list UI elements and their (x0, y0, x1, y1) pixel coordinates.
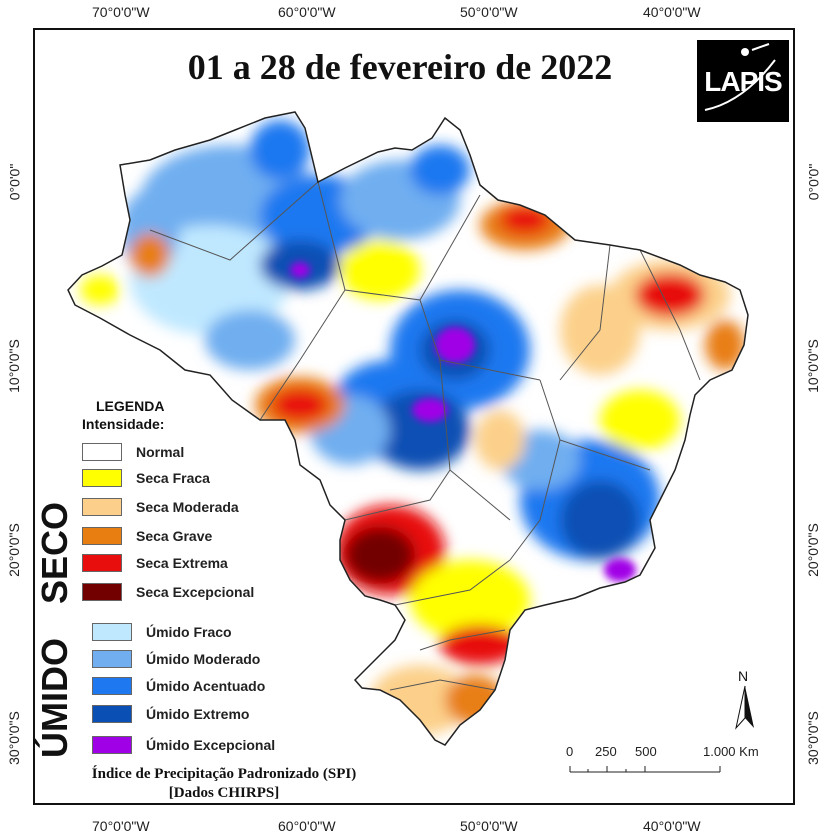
legend-item-seca-fraca: Seca Fraca (82, 469, 210, 487)
legend-item-umido-excepcional: Úmido Excepcional (92, 736, 275, 754)
tick-bottom-40w: 40°0'0"W (643, 818, 701, 834)
umido-label: ÚMIDO (34, 637, 75, 758)
scale-label-250: 250 (595, 744, 617, 759)
tick-top-40w: 40°0'0"W (643, 4, 701, 20)
satellite-icon (704, 43, 776, 111)
legend-swatch (92, 736, 132, 754)
legend-item-seca-excepcional: Seca Excepcional (82, 583, 254, 601)
scale-bar-line (569, 766, 721, 773)
legend-item-seca-extrema: Seca Extrema (82, 554, 228, 572)
legend-swatch (82, 443, 122, 461)
legend-swatch (92, 677, 132, 695)
legend-swatch (82, 554, 122, 572)
tick-top-60w: 60°0'0"W (278, 4, 336, 20)
legend-swatch (92, 623, 132, 641)
legend-item-seca-grave: Seca Grave (82, 527, 212, 545)
legend-item-normal: Normal (82, 443, 184, 461)
north-arrow-icon (735, 685, 754, 730)
index-caption: Índice de Precipitação Padronizado (SPI) (91, 766, 357, 782)
legend-item-seca-moderada: Seca Moderada (82, 498, 239, 516)
tick-bottom-60w: 60°0'0"W (278, 818, 336, 834)
legend-item-umido-extremo: Úmido Extremo (92, 705, 249, 723)
legend-item-umido-acentuado: Úmido Acentuado (92, 677, 265, 695)
north-arrow: N (730, 668, 760, 730)
legend-swatch (82, 498, 122, 516)
legend-swatch (92, 650, 132, 668)
scale-label-1000: 1.000 Km (703, 744, 759, 759)
data-source-caption: [Dados CHIRPS] (168, 785, 280, 801)
tick-top-70w: 70°0'0"W (92, 4, 150, 20)
tick-bottom-50w: 50°0'0"W (460, 818, 518, 834)
legend-swatch (82, 527, 122, 545)
map-title: 01 a 28 de fevereiro de 2022 (187, 47, 613, 87)
north-label: N (738, 668, 749, 684)
legend-item-umido-fraco: Úmido Fraco (92, 623, 232, 641)
legend-item-umido-moderado: Úmido Moderado (92, 650, 260, 668)
lapis-logo: LAPIS (697, 40, 789, 122)
scale-label-500: 500 (635, 744, 657, 759)
legend-swatch (82, 583, 122, 601)
scale-bar: 0 250 500 1.000 Km (560, 744, 760, 784)
tick-bottom-70w: 70°0'0"W (92, 818, 150, 834)
legend-title: LEGENDA (96, 398, 165, 414)
legend-subtitle: Intensidade: (82, 416, 165, 432)
tick-top-50w: 50°0'0"W (460, 4, 518, 20)
logo-text: LAPIS (704, 66, 782, 97)
legend-swatch (82, 469, 122, 487)
scale-label-0: 0 (566, 744, 574, 759)
legend-swatch (92, 705, 132, 723)
seco-label: SECO (34, 501, 75, 604)
